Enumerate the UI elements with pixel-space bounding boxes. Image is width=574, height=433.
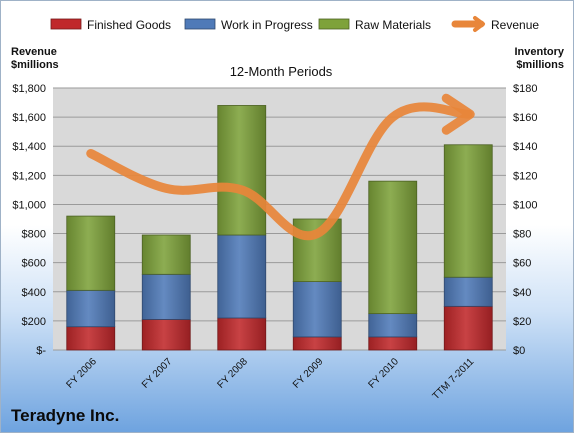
left-tick-label: $400 — [22, 287, 46, 299]
bar-finished-goods — [66, 326, 116, 351]
right-tick-label: $0 — [513, 345, 525, 357]
category-label: FY 2007 — [140, 356, 175, 391]
right-axis-label: Inventory — [514, 46, 564, 58]
legend-swatch-arrowhead — [473, 16, 485, 32]
legend-label: Finished Goods — [87, 18, 171, 32]
bar-finished-goods — [443, 305, 493, 351]
right-tick-label: $140 — [513, 141, 537, 153]
right-tick-label: $20 — [513, 316, 531, 328]
bar-work-in-progress — [141, 273, 191, 320]
category-label: FY 2006 — [64, 356, 99, 391]
bar-raw-materials — [368, 180, 418, 315]
legend-label: Revenue — [491, 18, 539, 32]
right-axis-label: $millions — [516, 59, 564, 71]
left-tick-label: $800 — [22, 229, 46, 241]
right-tick-label: $180 — [513, 83, 537, 95]
chart-title: 12-Month Periods — [230, 64, 333, 79]
revenue-line — [86, 102, 473, 241]
left-axis-label: $millions — [11, 59, 59, 71]
legend-label: Raw Materials — [355, 18, 431, 32]
left-tick-label: $1,800 — [12, 83, 46, 95]
bar-raw-materials — [443, 144, 493, 278]
bar-finished-goods — [292, 336, 342, 351]
bar-raw-materials — [66, 215, 116, 291]
right-tick-label: $160 — [513, 112, 537, 124]
right-tick-label: $40 — [513, 287, 531, 299]
bar-raw-materials — [217, 105, 267, 236]
bar-work-in-progress — [66, 289, 116, 328]
bar-work-in-progress — [217, 234, 267, 319]
company-name: Teradyne Inc. — [11, 406, 120, 425]
bar-work-in-progress — [368, 313, 418, 338]
left-tick-label: $- — [36, 345, 46, 357]
left-tick-label: $200 — [22, 316, 46, 328]
right-tick-label: $60 — [513, 258, 531, 270]
bar-work-in-progress — [292, 281, 342, 338]
left-tick-label: $600 — [22, 258, 46, 270]
left-axis-label: Revenue — [11, 46, 57, 58]
revenue-arrowhead — [441, 93, 475, 135]
category-label: FY 2010 — [366, 356, 401, 391]
category-label: FY 2009 — [291, 356, 326, 391]
bar-raw-materials — [292, 218, 342, 282]
bar-finished-goods — [368, 336, 418, 351]
category-label: FY 2008 — [215, 356, 250, 391]
bar-finished-goods — [141, 319, 191, 351]
legend-swatch-work-in-progress — [184, 18, 216, 30]
right-tick-label: $100 — [513, 199, 537, 211]
legend-label: Work in Progress — [221, 18, 313, 32]
bar-finished-goods — [217, 317, 267, 351]
left-tick-label: $1,600 — [12, 112, 46, 124]
bar-raw-materials — [141, 234, 191, 275]
right-tick-label: $80 — [513, 229, 531, 241]
left-tick-label: $1,200 — [12, 170, 46, 182]
bar-work-in-progress — [443, 276, 493, 307]
legend-swatch-finished-goods — [50, 18, 82, 30]
right-tick-label: $120 — [513, 170, 537, 182]
left-tick-label: $1,000 — [12, 199, 46, 211]
left-tick-label: $1,400 — [12, 141, 46, 153]
category-label: TTM 7-2011 — [431, 356, 477, 402]
legend-swatch-raw-materials — [318, 18, 350, 30]
